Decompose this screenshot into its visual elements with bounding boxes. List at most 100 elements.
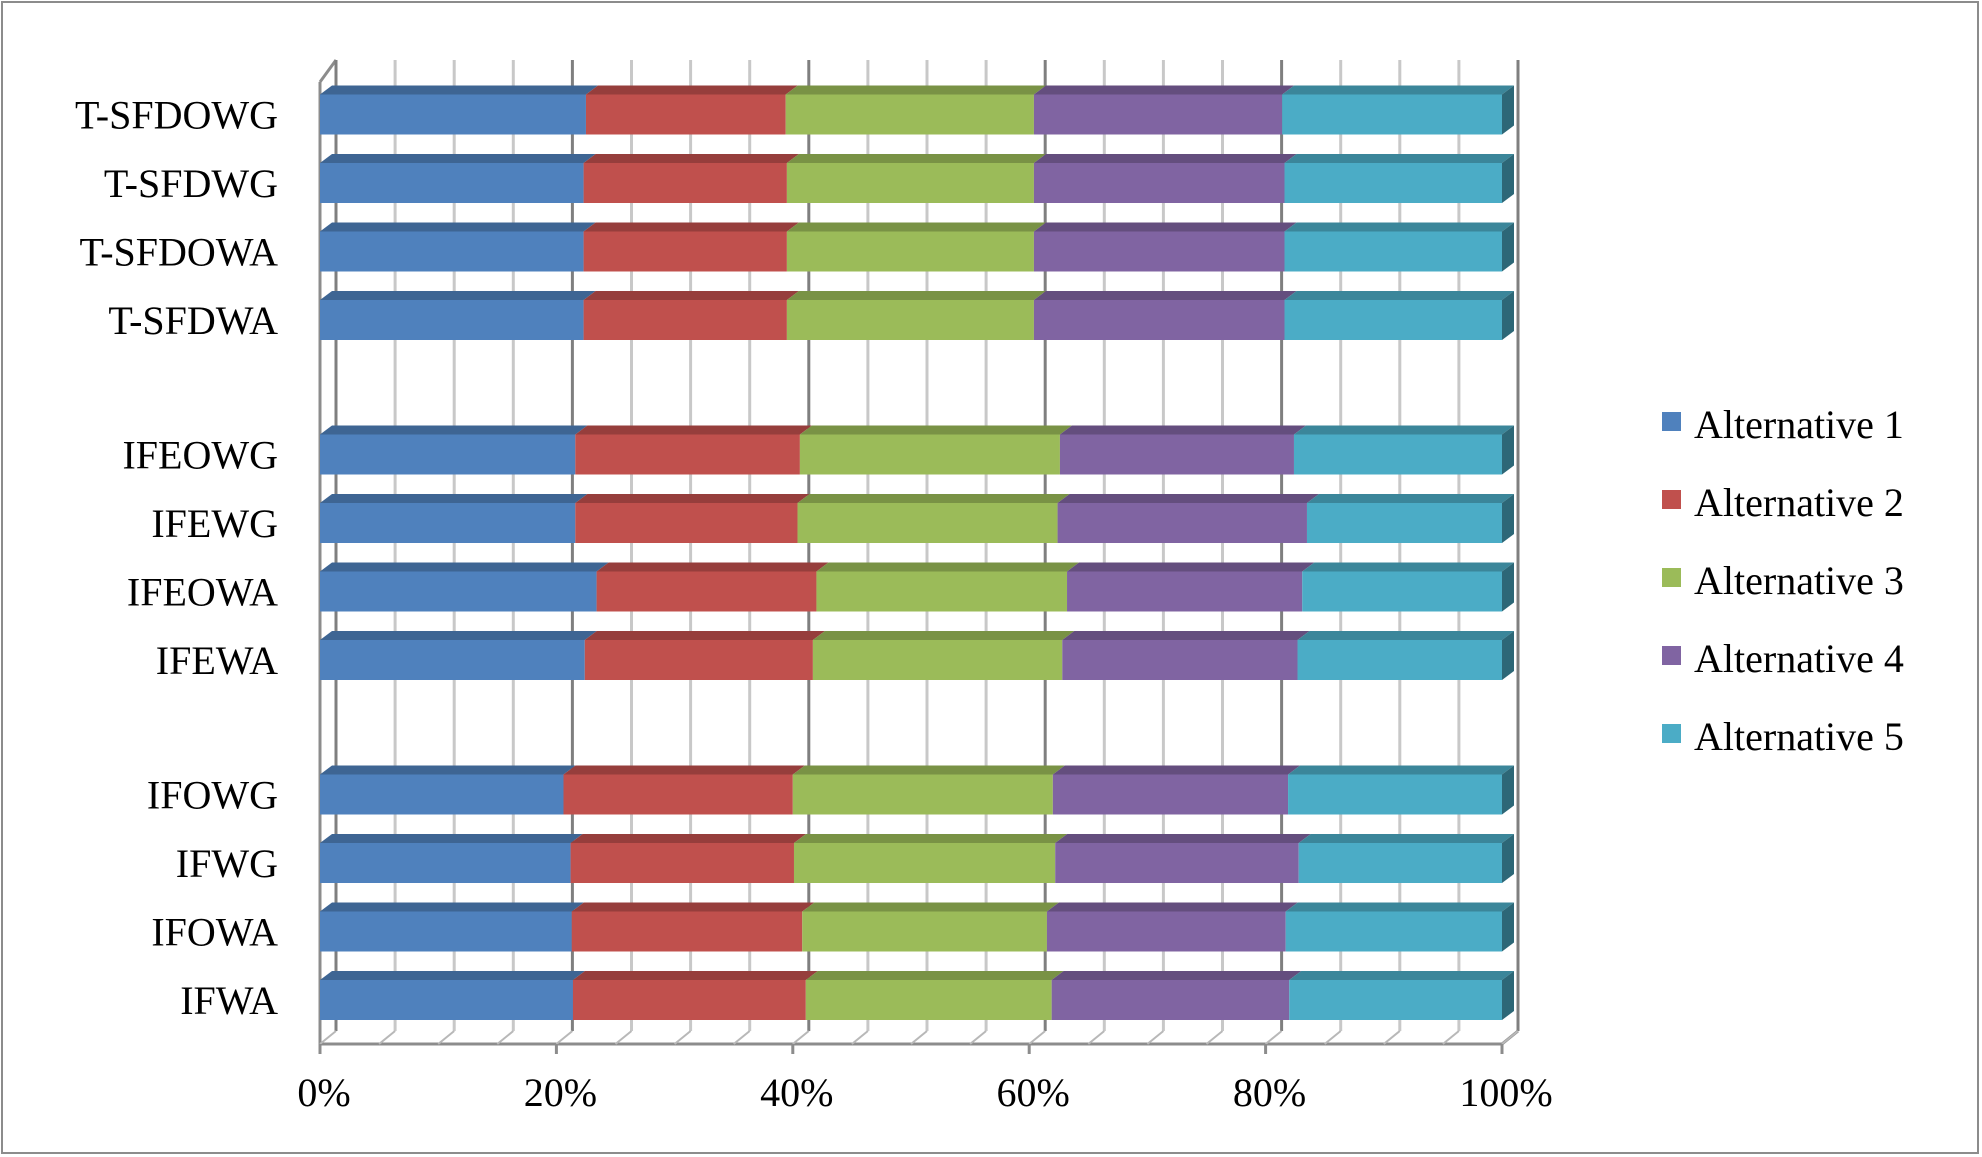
category-label: IFOWG	[147, 773, 278, 818]
category-label: T-SFDWA	[108, 298, 278, 343]
bar-side-face	[1502, 425, 1514, 475]
legend-swatch	[1662, 724, 1681, 743]
bar-segment	[1051, 980, 1290, 1020]
bar-segment	[1302, 571, 1502, 612]
category-labels: IFWA IFOWA IFWG IFOWG IFEWA IFEOWA IFEWG IFEOWG…	[75, 93, 278, 1024]
bar-segment	[1055, 843, 1299, 883]
bar-segment-top	[584, 631, 825, 640]
bar-segment	[320, 231, 584, 272]
bar-segment	[1297, 640, 1502, 680]
bar-segment	[320, 503, 576, 543]
bar-segment-top	[1033, 85, 1295, 95]
bar-segment-top	[1057, 494, 1319, 503]
bar-segment	[1033, 163, 1285, 203]
bar-side-face	[1502, 902, 1514, 952]
category-label: IFOWA	[151, 910, 278, 955]
bar-segment	[585, 94, 786, 135]
legend-swatch	[1662, 490, 1681, 509]
floor-gridline	[969, 1030, 987, 1045]
bar-segment-top	[816, 562, 1080, 572]
bar-segment	[792, 774, 1053, 815]
bar-segment	[1284, 300, 1502, 340]
floor-gridline	[1146, 1030, 1165, 1045]
x-tick-label: 60%	[997, 1070, 1070, 1115]
category-label: T-SFDOWA	[79, 230, 278, 275]
bar-segment	[575, 434, 800, 475]
bar-segment-top	[1302, 562, 1514, 572]
bar-segment-top	[320, 222, 596, 232]
legend-label: Alternative 4	[1694, 636, 1904, 681]
legend-swatch	[1662, 646, 1681, 665]
bar-segment	[1033, 94, 1283, 135]
bar-side-face	[1502, 222, 1514, 272]
floor-gridline	[733, 1030, 751, 1045]
bar-side-face	[1502, 494, 1514, 543]
bar-segment	[1293, 434, 1502, 475]
bar-segment-top	[802, 902, 1059, 912]
bar-segment	[320, 911, 572, 952]
bar-segment-top	[571, 902, 815, 912]
bar-segment-top	[570, 834, 806, 843]
bar-segment	[1288, 774, 1502, 815]
floor-gridline	[1383, 1030, 1401, 1045]
category-label: IFWA	[180, 978, 278, 1023]
x-tick-label: 80%	[1233, 1070, 1306, 1115]
bar-segment-top	[320, 291, 596, 300]
bar-segment	[799, 434, 1060, 475]
bar-segment-top	[793, 834, 1068, 843]
bar-segment-top	[1285, 902, 1514, 912]
bar-segment	[805, 980, 1052, 1020]
bar-segment-top	[583, 222, 799, 232]
bar-segment	[1298, 843, 1502, 883]
legend-swatch	[1662, 568, 1681, 587]
bar-segment	[1289, 980, 1502, 1020]
floor-gridline	[851, 1030, 869, 1045]
x-tick-label: 40%	[760, 1070, 833, 1115]
legend-label: Alternative 2	[1694, 480, 1904, 525]
bar-segment	[802, 911, 1047, 952]
floor-gridline	[319, 1030, 337, 1045]
bar-segment-top	[583, 154, 799, 163]
floor-gridline	[1087, 1030, 1105, 1045]
bar-segment-top	[1062, 631, 1310, 640]
bar-segment-top	[583, 291, 799, 300]
floor-gridline	[496, 1030, 514, 1045]
bar-segment-top	[1288, 765, 1514, 775]
bar-segment	[570, 843, 794, 883]
category-label: T-SFDWG	[104, 161, 278, 206]
bar-segment-top	[1298, 834, 1514, 843]
bar-segment-top	[1033, 291, 1297, 300]
bar-segment	[320, 980, 573, 1020]
legend-label: Alternative 1	[1694, 402, 1904, 447]
bar-segment-top	[799, 425, 1072, 435]
category-label: IFEOWG	[122, 433, 278, 478]
bar-segment	[786, 231, 1034, 272]
bar-segment-top	[320, 902, 584, 912]
bar-segment-top	[575, 494, 810, 503]
bar-side-face	[1502, 834, 1514, 883]
bars	[320, 85, 1514, 1020]
bar-segment-top	[1282, 85, 1514, 95]
legend-label: Alternative 5	[1694, 714, 1904, 759]
legend-label: Alternative 3	[1694, 558, 1904, 603]
bar-segment-top	[575, 425, 812, 435]
bar-segment	[1284, 163, 1502, 203]
bar-segment	[320, 843, 571, 883]
bar-segment	[583, 300, 787, 340]
category-label: IFEWA	[156, 638, 278, 683]
floor-gridline	[1442, 1030, 1460, 1045]
floor-gridline	[1205, 1030, 1224, 1045]
bar-segment-top	[1067, 562, 1315, 572]
floor-gridline	[1501, 1030, 1519, 1045]
bar-segment-top	[1055, 834, 1311, 843]
bar-segment-top	[320, 425, 588, 435]
bar-segment-top	[320, 562, 609, 572]
category-label: IFEWG	[151, 501, 278, 546]
bar-segment	[785, 94, 1034, 135]
bar-segment	[596, 571, 817, 612]
bar-segment-top	[1033, 222, 1297, 232]
bar-segment-top	[1284, 222, 1514, 232]
bar-segment-top	[320, 834, 583, 843]
bar-segment	[797, 503, 1058, 543]
bar-segment-top	[785, 85, 1046, 95]
